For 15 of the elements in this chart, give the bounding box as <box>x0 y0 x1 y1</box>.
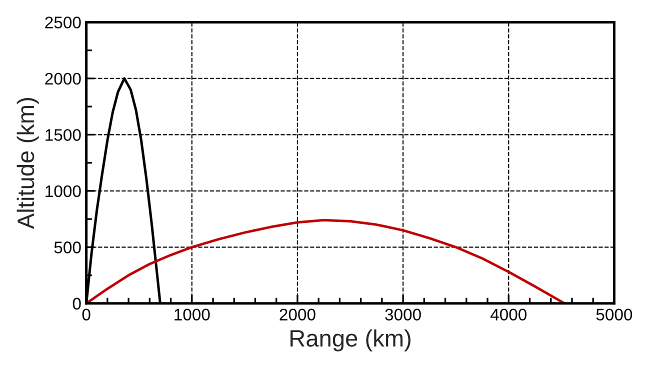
x-tick-label: 5000 <box>596 308 632 321</box>
y-tick-label: 1000 <box>46 185 81 198</box>
y-tick-label: 2500 <box>45 16 81 28</box>
y-axis-title: Altitude (km) <box>16 98 39 230</box>
x-tick-label: 1000 <box>174 308 210 321</box>
x-tick-label: 3000 <box>385 308 421 321</box>
y-tick-label: 2000 <box>45 72 81 85</box>
y-tick-label: 1500 <box>46 129 81 141</box>
x-tick-label: 2000 <box>280 308 316 321</box>
x-axis-title: Range (km) <box>290 329 410 352</box>
line-series <box>86 218 566 304</box>
y-tick-label: 0 <box>72 298 81 310</box>
x-tick-label: 4000 <box>490 308 527 321</box>
y-tick-label: 500 <box>54 242 81 254</box>
x-tick-label: 0 <box>82 308 90 321</box>
